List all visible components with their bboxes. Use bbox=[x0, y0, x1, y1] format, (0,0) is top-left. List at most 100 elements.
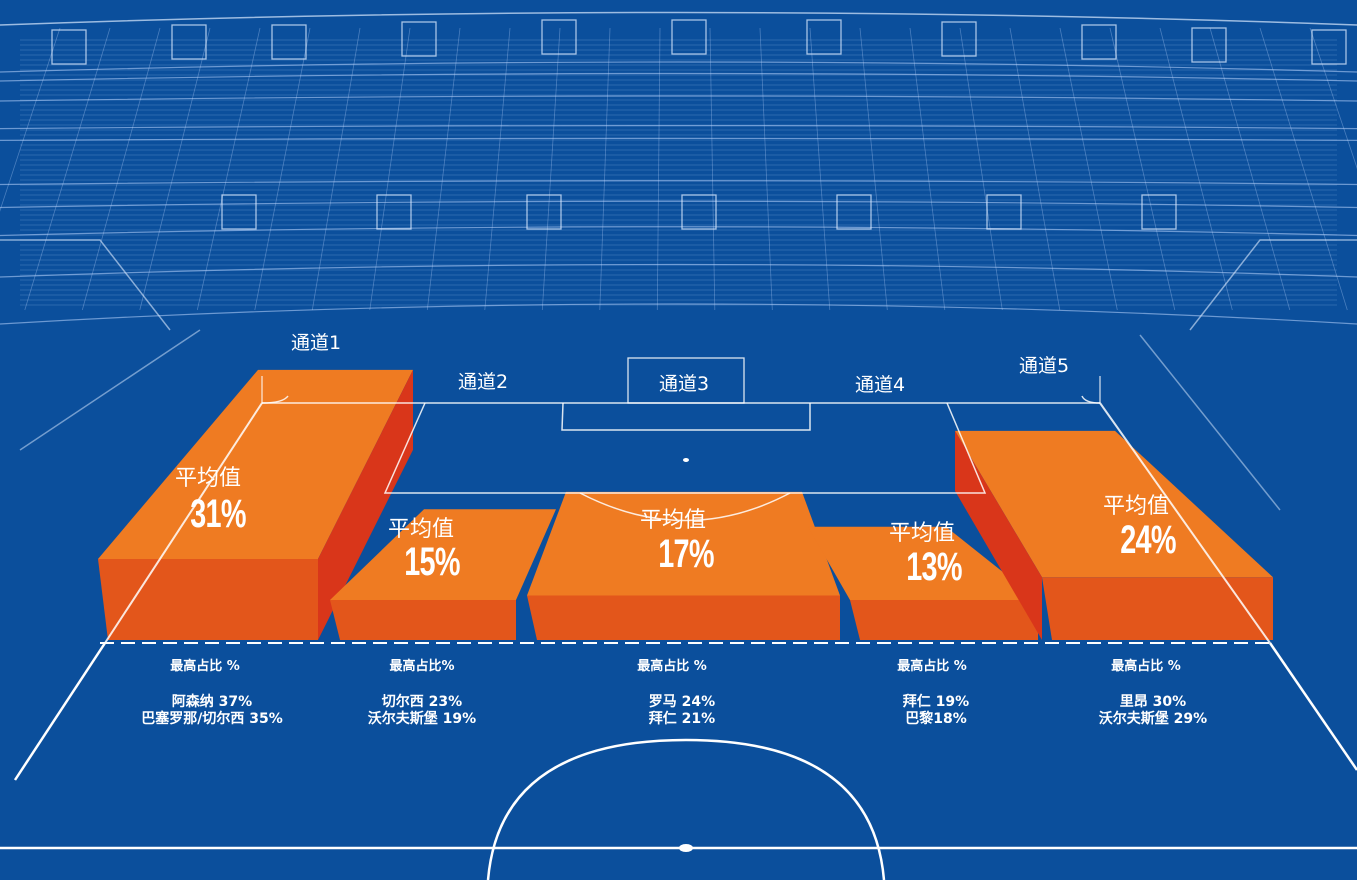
stands-aisle-line bbox=[959, 27, 1003, 311]
stands-aisle-line bbox=[1309, 27, 1357, 170]
stand-entrance-box bbox=[671, 19, 707, 55]
lane-bar-3 bbox=[527, 491, 840, 640]
lane-2-team-1: 切尔西 23% bbox=[381, 694, 463, 710]
lane-2-average-value: 15% bbox=[404, 540, 460, 584]
stands-aisle-line bbox=[1109, 27, 1176, 311]
lane-4-title: 通道4 bbox=[854, 374, 906, 396]
stands-aisle-line bbox=[656, 27, 661, 311]
stand-entrance-box bbox=[271, 24, 307, 60]
stands-tier-line bbox=[0, 137, 1357, 141]
stands-aisle-line bbox=[809, 27, 831, 311]
lane-1-title: 通道1 bbox=[290, 332, 342, 354]
corner-arc-left bbox=[261, 395, 289, 404]
lane-2-team-2: 沃尔夫斯堡 19% bbox=[367, 711, 477, 727]
lane-bar-front-1 bbox=[98, 558, 318, 640]
lane-1-team-2: 巴塞罗那/切尔西 35% bbox=[141, 711, 283, 727]
center-circle bbox=[486, 738, 886, 880]
lane-5-team-2: 沃尔夫斯堡 29% bbox=[1098, 711, 1208, 727]
lane-bar-top-1 bbox=[98, 369, 413, 559]
stands-aisle-line bbox=[1059, 27, 1118, 311]
lane-5-average-value: 24% bbox=[1120, 518, 1176, 562]
lane-bar-top-5 bbox=[955, 430, 1273, 578]
stands-aisle-line bbox=[81, 27, 161, 311]
stands-aisle-line bbox=[859, 27, 888, 311]
stands-tier-line bbox=[0, 226, 1357, 237]
lane-bar-2 bbox=[330, 509, 556, 640]
pitch-markings bbox=[0, 642, 1357, 880]
stadium-roof-edge bbox=[0, 11, 1357, 26]
lane-bar-front-4 bbox=[850, 600, 1038, 640]
lane-5-max-caption: 最高占比 % bbox=[1111, 659, 1181, 674]
lane-2-title: 通道2 bbox=[457, 371, 509, 393]
stand-entrance-box bbox=[171, 24, 207, 60]
stands-aisle-line bbox=[599, 27, 611, 311]
center-spot bbox=[679, 844, 693, 852]
stands-aisle-line bbox=[426, 27, 461, 311]
stands-tier-line bbox=[0, 95, 1357, 102]
stands-aisle-line bbox=[484, 27, 511, 311]
stand-entrance-box bbox=[1311, 29, 1347, 65]
lane-4-max-caption: 最高占比 % bbox=[897, 659, 967, 674]
stands-aisle-line bbox=[369, 27, 411, 311]
stands-tier-line bbox=[0, 263, 1357, 278]
lane-4-average-value: 13% bbox=[906, 545, 962, 589]
lane-bar-top-2 bbox=[330, 509, 556, 600]
penalty-arc bbox=[579, 492, 791, 522]
stand-entrance-box bbox=[51, 29, 87, 65]
stadium-stands-background bbox=[0, 11, 1357, 511]
lane-3-max-caption: 最高占比 % bbox=[637, 659, 707, 674]
corner-arc-right bbox=[1081, 395, 1101, 404]
penalty-box bbox=[383, 402, 987, 494]
lane-bar-front-3 bbox=[527, 595, 840, 640]
left-sideline bbox=[104, 402, 263, 644]
right-side-line bbox=[1139, 334, 1281, 511]
stands-tier-line bbox=[0, 125, 1357, 130]
stands-aisle-line bbox=[709, 27, 716, 311]
stand-entrance-box bbox=[1141, 194, 1177, 230]
stands-aisle-line bbox=[0, 27, 61, 212]
stands-aisle-line bbox=[311, 27, 361, 311]
stand-entrance-box bbox=[1081, 24, 1117, 60]
stands-aisle-line bbox=[196, 27, 261, 311]
stands-aisle-line bbox=[541, 27, 561, 311]
lane-5-team-1: 里昂 30% bbox=[1119, 694, 1187, 710]
lane-bars bbox=[98, 369, 1273, 640]
lane-1-max-caption: 最高占比 % bbox=[170, 659, 240, 674]
lane-4-average-label: 平均值 bbox=[888, 521, 956, 546]
stands-tier-line bbox=[0, 61, 1357, 73]
penalty-spot bbox=[683, 458, 689, 462]
lane-bar-1 bbox=[98, 369, 413, 640]
lane-3-title: 通道3 bbox=[658, 373, 710, 395]
stand-entrance-box bbox=[681, 194, 717, 230]
stands-aisle-line bbox=[909, 27, 946, 311]
pitch-overlay-lines bbox=[104, 357, 1271, 644]
lane-3-team-1: 罗马 24% bbox=[648, 694, 716, 710]
lane-1-average-label: 平均值 bbox=[174, 466, 242, 491]
stands-tier-line bbox=[0, 303, 1357, 325]
goal-area bbox=[561, 402, 811, 431]
lane-bar-side-5 bbox=[955, 430, 1042, 640]
lane-3-average-value: 17% bbox=[658, 532, 714, 576]
stands-tier-line bbox=[0, 180, 1357, 186]
stands-aisle-line bbox=[1209, 27, 1291, 311]
stand-entrance-box bbox=[941, 21, 977, 57]
stand-entrance-box bbox=[1191, 27, 1227, 63]
lane-5-average-label: 平均值 bbox=[1102, 494, 1170, 519]
stand-entrance-box bbox=[541, 19, 577, 55]
left-side-line bbox=[19, 329, 201, 451]
lane-2-max-caption: 最高占比% bbox=[389, 659, 455, 674]
goal-frame bbox=[627, 357, 745, 404]
lane-5-title: 通道5 bbox=[1018, 355, 1070, 377]
stand-entrance-box bbox=[401, 21, 437, 57]
lane-bar-front-5 bbox=[1042, 577, 1273, 640]
left-stand-edge bbox=[0, 239, 171, 331]
lane-3-team-2: 拜仁 21% bbox=[648, 711, 716, 727]
stand-entrance-box bbox=[376, 194, 412, 230]
left-touchline bbox=[13, 642, 107, 781]
lane-bar-top-4 bbox=[808, 526, 1038, 600]
stands-aisle-line bbox=[1259, 27, 1348, 311]
stand-entrance-box bbox=[526, 194, 562, 230]
stand-entrance-box bbox=[221, 194, 257, 230]
